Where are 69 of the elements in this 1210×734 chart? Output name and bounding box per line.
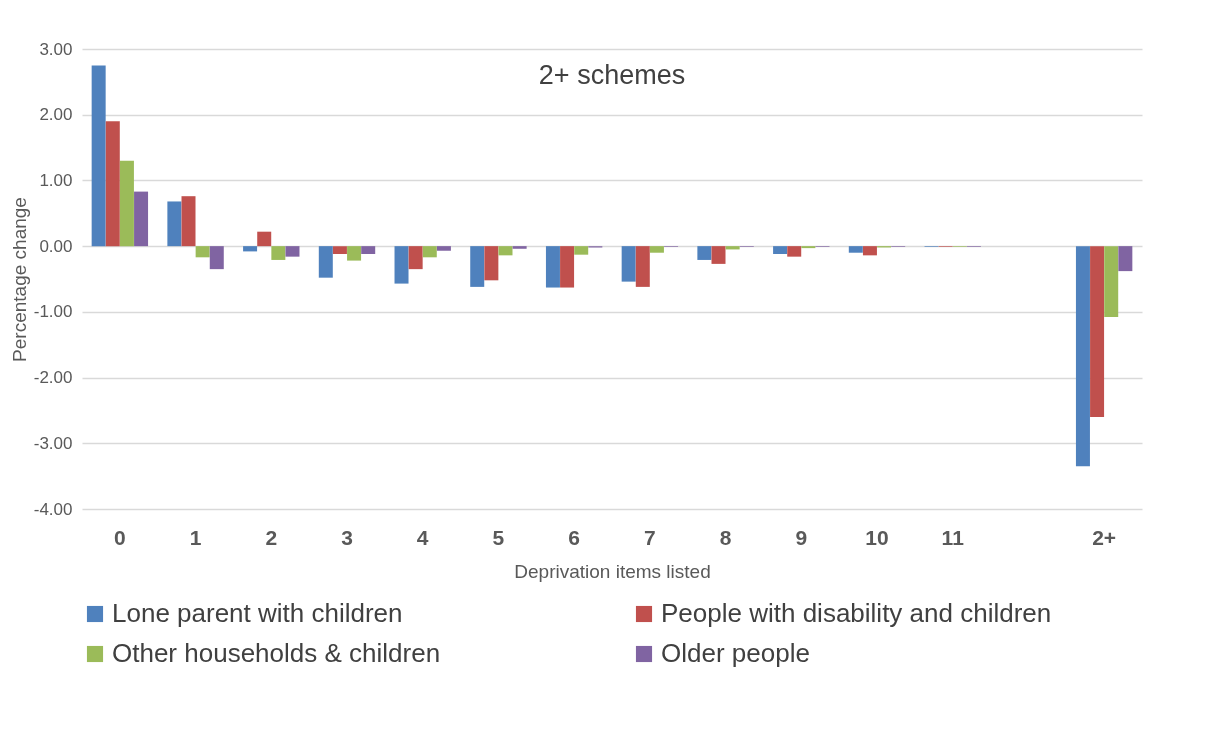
legend-label: Other households & children [112,638,441,668]
y-tick-label: 3.00 [39,39,73,59]
bar [848,246,863,253]
bar [361,246,376,255]
x-tick-label: 10 [865,525,889,549]
y-tick-label: 1.00 [39,170,73,190]
y-axis-title: Percentage change [8,197,30,362]
bar [105,121,120,247]
bar [470,246,485,287]
bar [285,246,300,257]
bar [649,246,664,253]
bar [621,246,636,282]
bar [167,201,182,247]
bar [498,246,513,256]
bar [332,246,347,255]
bar [318,246,333,278]
y-tick-label: -3.00 [33,433,73,453]
bar [1104,246,1119,318]
bar [560,246,575,288]
legend-label: Older people [661,638,810,668]
x-tick-label: 7 [644,525,656,549]
bar [257,231,272,247]
bar [1075,246,1090,467]
chart-title: 2+ schemes [538,60,686,90]
x-tick-label: 0 [114,525,126,549]
bar [1090,246,1105,417]
bar [574,246,589,255]
bar [209,246,224,270]
y-tick-label: -2.00 [33,368,73,388]
bar [635,246,650,287]
bar [484,246,499,281]
bar [181,196,196,247]
bar [1118,246,1133,272]
bar [725,246,740,250]
bar [711,246,726,264]
bar [422,246,437,258]
bar [787,246,802,257]
x-tick-label: 6 [568,525,580,549]
bar [195,246,210,258]
x-axis-title: Deprivation items listed [514,560,711,582]
bar [408,246,423,270]
bar [394,246,409,284]
y-tick-label: -4.00 [33,499,73,519]
bar [119,160,134,247]
x-tick-label: 4 [416,525,429,549]
bar [545,246,560,288]
x-tick-label: 11 [941,525,965,549]
bar [347,246,362,261]
bar [243,246,258,252]
x-tick-label: 5 [492,525,505,549]
bar [773,246,788,255]
y-tick-label: 2.00 [39,105,73,125]
bar [512,246,527,249]
bar [134,191,149,247]
x-tick-label: 1 [189,525,202,549]
legend-label: People with disability and children [661,598,1052,628]
y-tick-label: 0.00 [39,236,73,256]
bar [271,246,286,260]
bar [697,246,712,260]
x-tick-label: 9 [795,525,808,549]
x-tick-label: 2 [265,525,278,549]
bar [91,65,106,247]
x-tick-label: 2+ [1092,525,1117,549]
x-tick-label: 3 [341,525,353,549]
bar [862,246,877,256]
legend-label: Lone parent with children [112,598,403,628]
y-tick-label: -1.00 [33,302,73,322]
bar [436,246,451,251]
x-tick-label: 8 [719,525,732,549]
